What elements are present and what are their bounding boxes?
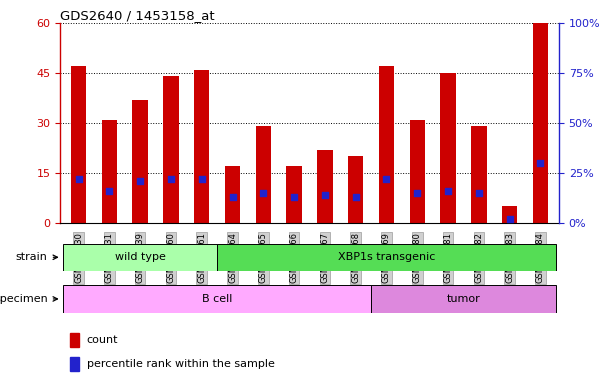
Bar (502, 206, 517, 223)
Bar (102, 119, 117, 223)
FancyBboxPatch shape (63, 285, 371, 313)
Bar (287, 166, 302, 223)
Point (197, 176, 207, 182)
Point (412, 190, 422, 196)
Bar (471, 126, 487, 223)
FancyBboxPatch shape (63, 244, 217, 271)
Point (105, 188, 114, 194)
Bar (70, 333, 79, 348)
Bar (225, 166, 240, 223)
FancyBboxPatch shape (371, 285, 556, 313)
Text: count: count (87, 335, 118, 345)
Bar (71, 66, 87, 223)
Text: tumor: tumor (447, 294, 480, 304)
Bar (441, 73, 456, 223)
Bar (163, 76, 178, 223)
Text: percentile rank within the sample: percentile rank within the sample (87, 359, 275, 369)
Point (351, 194, 361, 200)
Point (474, 190, 484, 196)
Text: GDS2640 / 1453158_at: GDS2640 / 1453158_at (60, 9, 215, 22)
Bar (70, 358, 79, 371)
Bar (410, 119, 425, 223)
Point (74, 176, 84, 182)
Text: B cell: B cell (202, 294, 233, 304)
Point (166, 176, 175, 182)
Point (382, 176, 391, 182)
Point (505, 216, 514, 222)
Bar (132, 99, 148, 223)
Text: specimen: specimen (0, 294, 58, 304)
Bar (379, 66, 394, 223)
Bar (348, 156, 364, 223)
Bar (317, 149, 332, 223)
Point (228, 194, 237, 200)
Bar (532, 23, 548, 223)
Bar (255, 126, 271, 223)
Point (444, 188, 453, 194)
Text: wild type: wild type (115, 252, 166, 262)
Point (320, 192, 330, 198)
Point (258, 190, 268, 196)
Point (135, 178, 145, 184)
Text: strain: strain (16, 252, 58, 262)
Text: XBP1s transgenic: XBP1s transgenic (338, 252, 435, 262)
Point (289, 194, 299, 200)
Bar (194, 70, 209, 223)
Point (535, 160, 545, 166)
FancyBboxPatch shape (217, 244, 556, 271)
